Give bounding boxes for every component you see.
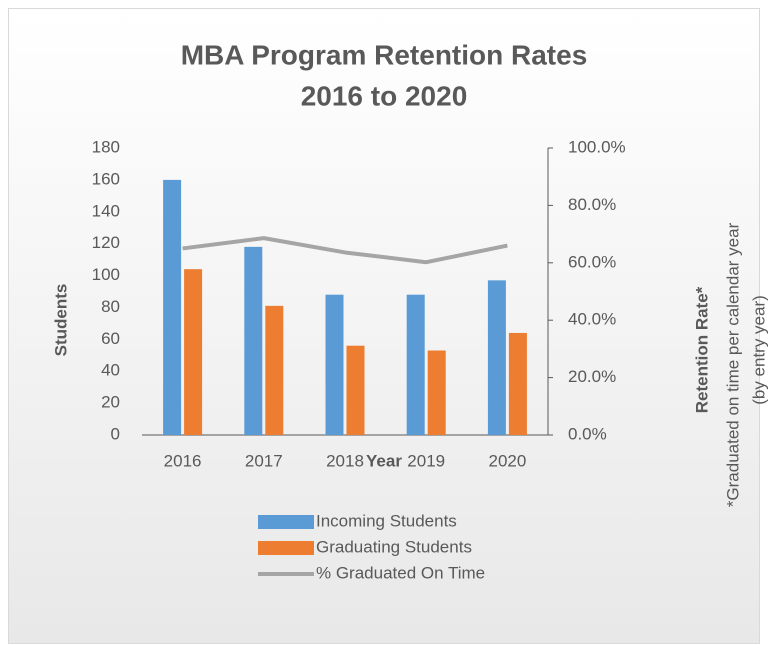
y-tick-label: 0 — [111, 424, 120, 443]
bar — [406, 294, 425, 435]
y-tick-label: 60 — [101, 329, 120, 348]
chart-title: 2016 to 2020 — [301, 80, 468, 111]
y-tick-label: 180 — [92, 137, 120, 156]
x-tick-label: 2019 — [407, 451, 445, 470]
y2-axis-title: Retention Rate* — [692, 286, 711, 413]
y-tick-label: 40 — [101, 361, 120, 380]
y-tick-label: 100 — [92, 265, 120, 284]
x-tick-label: 2017 — [245, 451, 283, 470]
bar — [265, 305, 284, 435]
bar — [163, 179, 182, 435]
legend-label: Graduating Students — [316, 537, 472, 556]
y2-axis-note: *Graduated on time per calendar year — [723, 222, 742, 507]
y2-tick-label: 60.0% — [568, 252, 616, 271]
chart-title: MBA Program Retention Rates — [181, 39, 588, 70]
bar — [427, 350, 446, 435]
bar — [244, 246, 263, 435]
line-series — [182, 236, 508, 265]
y2-tick-label: 20.0% — [568, 367, 616, 386]
y2-tick-label: 80.0% — [568, 195, 616, 214]
legend-swatch — [258, 515, 314, 529]
x-tick-label: 2016 — [164, 451, 202, 470]
y-tick-label: 160 — [92, 169, 120, 188]
bar — [346, 345, 365, 435]
bar — [184, 269, 203, 435]
y2-axis-note: (by entry year) — [749, 295, 768, 405]
legend-swatch — [258, 541, 314, 555]
legend-label: Incoming Students — [316, 511, 457, 530]
y-tick-label: 20 — [101, 393, 120, 412]
y-tick-label: 120 — [92, 233, 120, 252]
y-tick-label: 80 — [101, 297, 120, 316]
y-axis-title: Students — [51, 284, 70, 357]
y2-tick-label: 0.0% — [568, 424, 607, 443]
x-axis-title: Year — [366, 451, 402, 470]
y-tick-label: 140 — [92, 201, 120, 220]
legend-label: % Graduated On Time — [316, 563, 485, 582]
x-tick-label: 2018 — [326, 451, 364, 470]
bar — [487, 280, 506, 435]
y2-tick-label: 100.0% — [568, 137, 626, 156]
bar — [325, 294, 344, 435]
y2-tick-label: 40.0% — [568, 310, 616, 329]
bar — [508, 332, 527, 435]
chart-area — [8, 8, 760, 644]
x-tick-label: 2020 — [488, 451, 526, 470]
